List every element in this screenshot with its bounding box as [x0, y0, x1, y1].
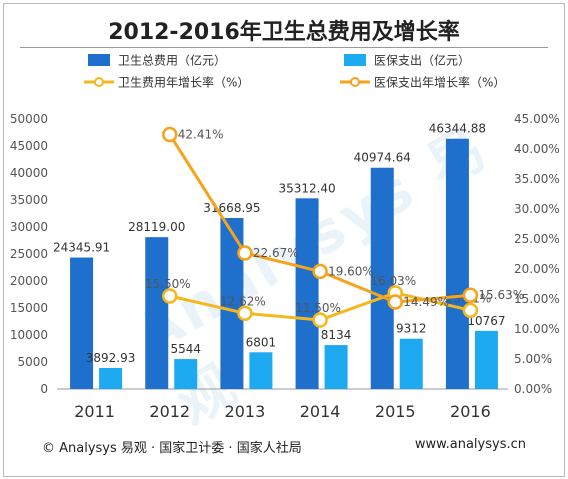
line-point-1 [387, 294, 403, 310]
bar-data-label: 6801 [246, 335, 277, 349]
bar-total [70, 257, 94, 389]
bar-total [445, 138, 469, 389]
line-data-label: 42.41% [178, 128, 224, 142]
bar-insurance [249, 352, 273, 389]
y-right-tick-label: 30.00% [514, 202, 560, 216]
title-divider [20, 47, 548, 48]
bar-insurance [99, 367, 123, 389]
bar-data-label: 9312 [396, 322, 427, 336]
legend-label-3: 医保支出年增长率（%） [374, 75, 505, 90]
line-data-label: 15.50% [145, 277, 191, 291]
legend-label-1: 医保支出（亿元） [374, 53, 470, 68]
y-left-tick-label: 45000 [10, 139, 48, 153]
x-tick-label: 2013 [225, 402, 266, 421]
y-left-tick-label: 50000 [10, 112, 48, 126]
line-data-label: 16.03% [370, 274, 416, 288]
y-left-tick-label: 5000 [17, 355, 48, 369]
y-right-tick-label: 45.00% [514, 112, 560, 126]
y-right-tick-label: 15.00% [514, 292, 560, 306]
y-left-tick-label: 35000 [10, 193, 48, 207]
x-tick-label: 2014 [300, 402, 341, 421]
line-point-0 [462, 302, 479, 319]
y-right-tick-label: 35.00% [514, 172, 560, 186]
line-point-1 [162, 126, 178, 143]
y-left-tick-label: 20000 [10, 274, 48, 288]
line-data-label: 15.63% [478, 288, 524, 302]
y-right-tick-label: 40.00% [514, 142, 560, 156]
x-tick-label: 2015 [375, 402, 416, 421]
y-left-tick-label: 0 [40, 382, 48, 396]
x-tick-label: 2011 [74, 402, 115, 421]
bar-data-label: 3892.93 [86, 351, 136, 365]
line-point-1 [237, 245, 253, 261]
x-tick-label: 2012 [149, 402, 190, 421]
line-data-label: 14.49% [403, 295, 449, 309]
y-left-tick-label: 40000 [10, 166, 48, 180]
bar-data-label: 35312.40 [278, 181, 335, 195]
y-left-tick-label: 30000 [10, 220, 48, 234]
y-right-tick-label: 20.00% [514, 262, 560, 276]
legend-swatch-1 [344, 54, 366, 66]
y-left-tick-label: 10000 [10, 328, 48, 342]
legend-marker-3 [350, 77, 360, 87]
bar-data-label: 40974.64 [354, 151, 411, 165]
line-point-1 [462, 287, 479, 303]
line-point-0 [162, 288, 178, 304]
bar-total [220, 217, 244, 389]
y-right-tick-label: 5.00% [514, 352, 552, 366]
y-left-tick-label: 15000 [10, 301, 48, 315]
line-data-label: 11.50% [295, 301, 341, 315]
legend-label-0: 卫生总费用（亿元） [118, 53, 226, 68]
line-data-label: 12.62% [220, 294, 266, 308]
bar-data-label: 10767 [467, 314, 505, 328]
chart-title: 2012-2016年卫生总费用及增长率 [108, 20, 460, 45]
line-data-label: 19.60% [328, 264, 374, 278]
footer-source: © Analysys 易观 · 国家卫计委 · 国家人社局 [42, 441, 302, 456]
line-point-0 [237, 305, 253, 322]
legend-swatch-0 [88, 54, 110, 66]
footer-website: www.analysys.cn [414, 437, 526, 452]
bar-data-label: 46344.88 [429, 122, 486, 136]
bar-data-label: 24345.91 [53, 241, 110, 255]
bar-insurance [174, 359, 198, 389]
bar-data-label: 28119.00 [128, 220, 185, 234]
line-point-0 [312, 312, 328, 328]
bar-insurance [399, 338, 423, 389]
legend-marker-2 [94, 77, 104, 87]
bar-data-label: 8134 [321, 328, 352, 342]
bar-insurance [474, 330, 498, 389]
line-data-label: 22.67% [253, 246, 299, 260]
bar-total [370, 167, 394, 389]
legend-label-2: 卫生费用年增长率（%） [118, 75, 249, 90]
bar-insurance [324, 345, 348, 389]
bar-total [145, 237, 169, 389]
bar-total [295, 198, 319, 389]
y-right-tick-label: 25.00% [514, 232, 560, 246]
y-left-tick-label: 25000 [10, 247, 48, 261]
y-right-tick-label: 10.00% [514, 322, 560, 336]
y-right-tick-label: 0.00% [514, 382, 552, 396]
bar-data-label: 5544 [170, 342, 201, 356]
x-tick-label: 2016 [450, 402, 491, 421]
line-point-1 [312, 263, 328, 280]
